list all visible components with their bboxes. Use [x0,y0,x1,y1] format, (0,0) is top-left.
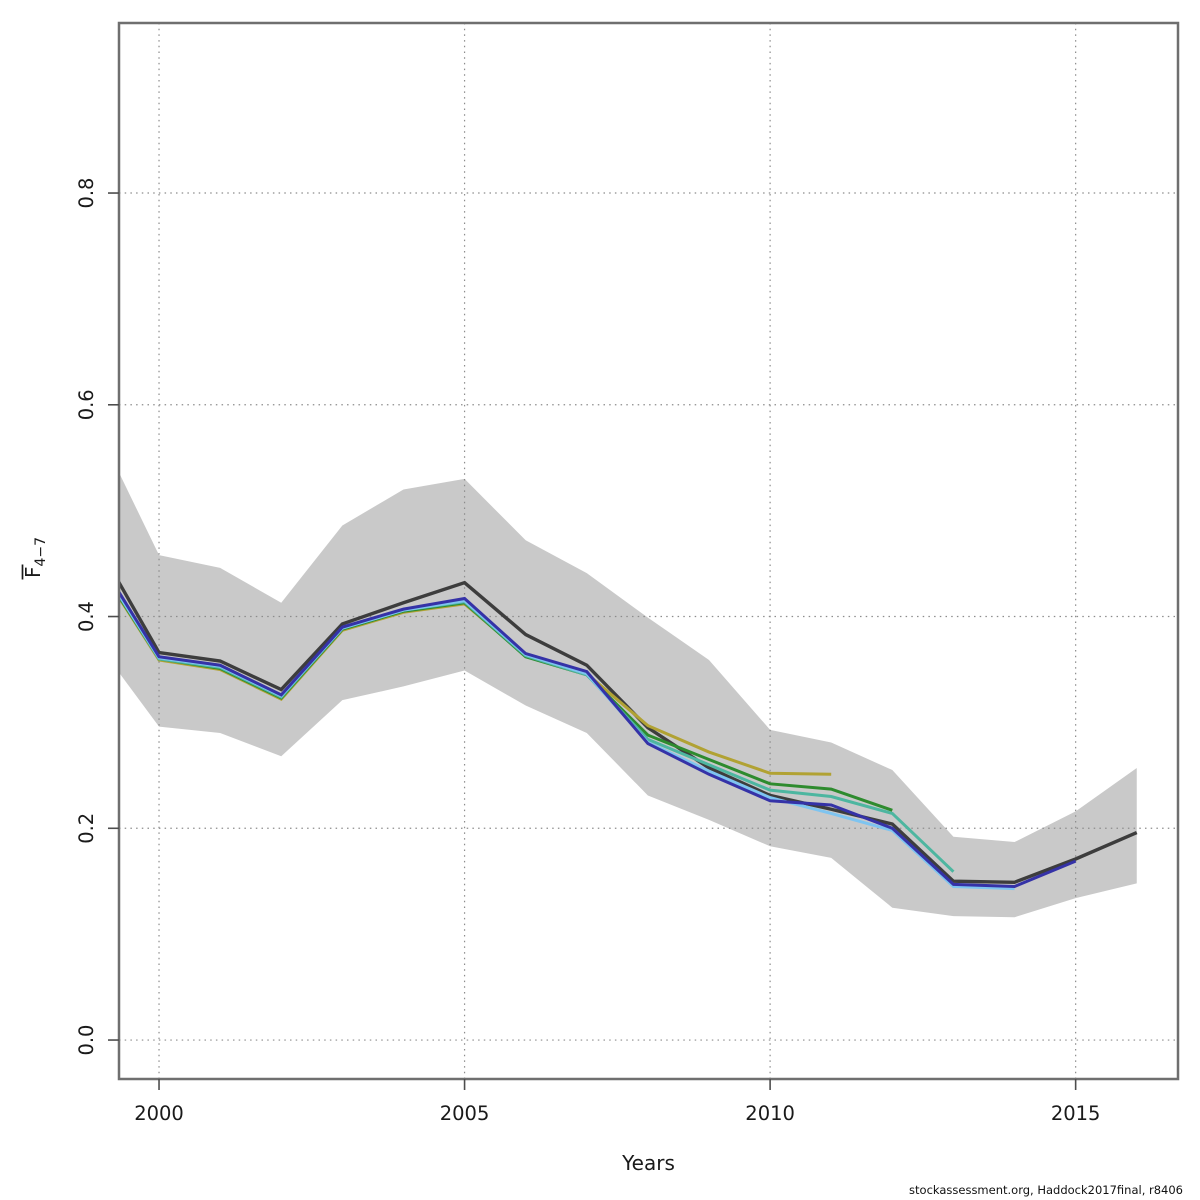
x-tick-label: 2015 [1051,1102,1101,1125]
plot-frame [117,21,1180,1081]
gridlines [119,23,1178,1079]
y-axis-title-subscript: 4−7 [33,537,49,567]
x-tick-label: 2005 [440,1102,490,1125]
y-axis-title: F4−7 [21,537,49,580]
series-base-run-2016 [119,579,1138,884]
svg-text:F4−7: F4−7 [21,537,49,578]
x-tick-label: 2010 [745,1102,795,1125]
source-annotation: stockassessment.org, Haddock2017final, r… [909,1183,1183,1197]
series-retro-peel-2015 [119,589,1077,889]
axis-tick-labels: 2000 2005 2010 2015 0.0 0.2 0.4 0.6 0.8 [75,178,1100,1125]
plot-area [119,23,1178,1079]
x-tick-label: 2000 [134,1102,184,1125]
axis-ticks [108,192,1077,1090]
y-tick-label: 0.6 [75,389,98,420]
y-tick-label: 0.0 [75,1025,98,1056]
y-tick-label: 0.4 [75,601,98,632]
confidence-band [119,472,1137,918]
x-axis-title: Years [621,1151,675,1175]
y-axis-title-base: F [21,566,45,578]
y-tick-label: 0.8 [75,178,98,209]
y-tick-label: 0.2 [75,813,98,844]
